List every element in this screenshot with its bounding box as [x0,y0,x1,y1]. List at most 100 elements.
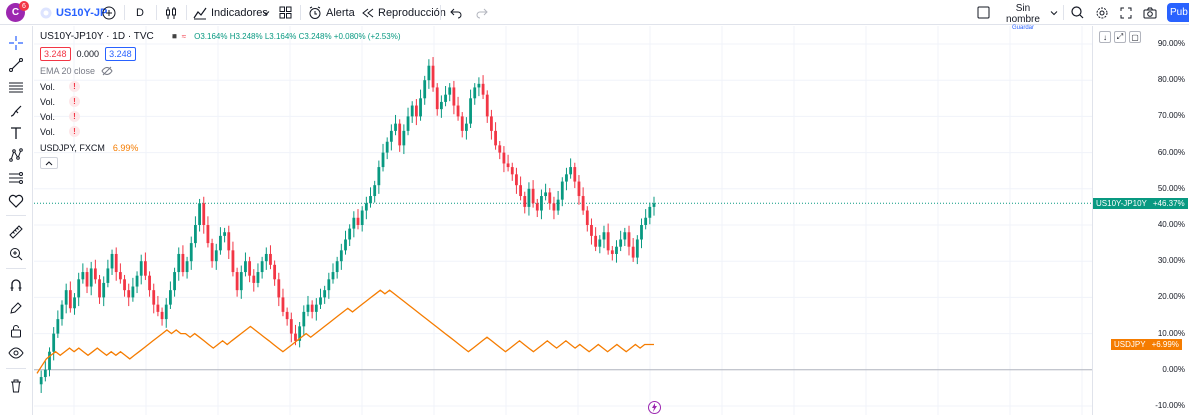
trendline-tool[interactable] [7,56,25,74]
fullscreen-button[interactable] [1120,0,1132,25]
candle-body [281,297,285,312]
drawing-mode-tool[interactable] [7,299,25,317]
drawing-toolbar [0,26,33,415]
candle-body [540,196,543,211]
indicators-button[interactable]: Indicadores [193,0,268,25]
legend-vol-row[interactable]: Vol.! [40,96,81,107]
indicators-dropdown[interactable] [262,0,270,25]
add-symbol-icon [102,6,116,19]
sell-price-box[interactable]: 3.248 [40,47,71,61]
settings-button[interactable] [1095,0,1109,25]
candle-body [52,333,56,352]
symbol-logo-icon [40,7,52,18]
candle-body [410,105,414,117]
legend-vol-row[interactable]: Vol.! [40,126,81,137]
collapse-icon: ⤢ [1116,32,1124,41]
price-axis[interactable]: 90.00% 80.00% 70.00% 60.00% 50.00% 40.00% 30.0… [1092,26,1189,415]
legend-settings-icon[interactable]: ≈ [181,32,187,41]
hidden-eye-icon[interactable] [101,66,113,76]
candle-body [494,130,497,146]
candle-body [364,203,368,211]
magnet-tool[interactable] [7,276,25,294]
warning-icon[interactable]: ! [69,111,81,122]
pane-buttons: ↓ ⤢ ▢ [1096,31,1141,43]
text-tool[interactable] [7,124,25,142]
symbol-name: US10Y-JP [56,6,108,19]
symbol-search[interactable]: US10Y-JP [40,0,107,25]
candle-body [256,272,260,283]
maximize-pane-button[interactable]: ▢ [1129,31,1141,43]
zoom-tool[interactable] [7,245,25,263]
layouts-button[interactable] [279,0,292,25]
undo-button[interactable] [450,0,462,25]
price-axis-label: 30.00% [1157,256,1185,266]
layout-dropdown[interactable] [1050,0,1058,25]
collapse-legend-button[interactable] [40,157,58,169]
legend-ema-row[interactable]: EMA 20 close [40,66,113,76]
snapshot-button[interactable] [1143,0,1157,25]
chart-type-button[interactable] [164,0,178,25]
candle-body [89,268,93,287]
buy-price-box[interactable]: 3.248 [105,47,136,61]
alert-button[interactable]: Alerta [308,0,355,25]
fib-tool[interactable] [7,79,25,97]
measure-tool[interactable] [7,223,25,241]
candle-body [202,203,206,225]
replay-button[interactable]: Reproducción [362,0,446,25]
chart-pane[interactable] [34,26,1092,415]
candle-body [260,261,264,273]
warning-icon[interactable]: ! [69,81,81,92]
candle-body [223,232,227,236]
events-button[interactable] [648,401,661,414]
zoom-in-icon [10,248,23,261]
candle-body [327,279,331,291]
hide-drawings-tool[interactable] [7,344,25,362]
candle-body [565,174,568,182]
candle-body [535,203,539,211]
legend-eye-icon[interactable]: ◾ [169,32,180,41]
candle-body [606,232,610,251]
candle-body [194,225,197,244]
legend-vol-row[interactable]: Vol.! [40,111,81,122]
crosshair-tool[interactable] [7,34,25,52]
vol-label: Vol. [40,96,56,107]
compare-button[interactable] [102,0,116,25]
quick-search-button[interactable] [1071,0,1084,25]
warning-icon[interactable]: ! [69,126,81,137]
shapes-tool[interactable] [7,192,25,210]
layout-name-block[interactable]: Sin nombre Guardar [999,3,1047,31]
lock-drawings-tool[interactable] [7,322,25,340]
legend-usdjpy-row[interactable]: USDJPY, FXCM 6.99% [40,143,138,153]
warning-icon[interactable]: ! [69,96,81,107]
move-down-button[interactable]: ↓ [1099,31,1111,43]
candle-body [310,304,314,312]
candle-body [156,304,160,312]
candle-body [360,210,364,225]
candle-body [431,65,435,88]
publish-button[interactable]: Pub [1167,3,1189,22]
redo-button[interactable] [476,0,488,25]
candle-body [123,279,126,291]
legend-symbol-title[interactable]: US10Y-JP10Y · 1D · TVC [40,31,154,42]
candle-body [398,123,402,146]
candle-body [181,253,185,273]
top-toolbar: C 6 US10Y-JP D Indicadores Alerta Reprod… [0,0,1189,31]
candle-body [139,261,143,276]
legend-vol-row[interactable]: Vol.! [40,81,81,92]
forecast-tool[interactable] [7,169,25,187]
brush-tool[interactable] [7,102,25,120]
collapse-pane-button[interactable]: ⤢ [1114,31,1126,43]
candle-body [173,272,176,291]
interval-button[interactable]: D [136,0,144,25]
candle-body [456,105,460,117]
candle-body [544,192,548,197]
pattern-tool[interactable] [7,146,25,164]
candle-body [485,94,489,117]
candle-body [590,225,593,236]
legend-price-row: 3.248 0.000 3.248 [40,47,136,61]
layout-menu[interactable] [977,0,990,25]
candle-body [510,167,514,175]
candle-body [106,268,110,283]
candle-body [573,167,577,182]
remove-drawings-tool[interactable] [7,377,25,395]
